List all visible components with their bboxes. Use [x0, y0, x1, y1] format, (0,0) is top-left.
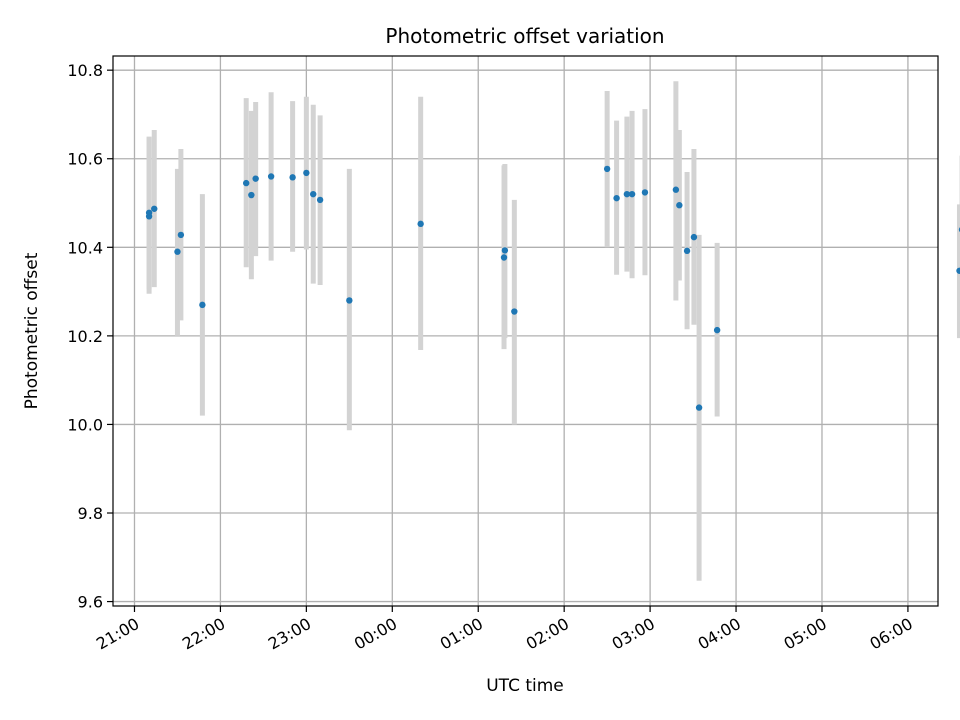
- data-point: [623, 190, 631, 198]
- data-point: [310, 190, 317, 198]
- data-point: [248, 191, 255, 199]
- data-point: [672, 186, 680, 193]
- y-tick-label: 9.6: [78, 593, 103, 612]
- grid-lines: [113, 56, 938, 606]
- plot-area-frame: [112, 55, 939, 607]
- data-point: [683, 247, 691, 255]
- chart-title: Photometric offset variation: [385, 24, 664, 48]
- data-point: [151, 205, 158, 212]
- data-point: [628, 190, 636, 198]
- data-point: [641, 189, 649, 196]
- data-point: [145, 209, 153, 216]
- data-point: [177, 231, 185, 239]
- data-point: [252, 175, 259, 182]
- y-tick-label: 10.6: [67, 150, 103, 169]
- y-tick-label: 10.4: [67, 238, 103, 257]
- data-point: [695, 404, 703, 411]
- data-point: [417, 220, 424, 228]
- data-point: [199, 301, 206, 309]
- data-point: [303, 169, 310, 177]
- y-axis-label: Photometric offset: [22, 252, 42, 409]
- data-point: [243, 179, 250, 187]
- data-point: [501, 247, 509, 254]
- x-axis-label: UTC time: [486, 676, 564, 696]
- data-point: [289, 174, 296, 181]
- data-point: [956, 267, 960, 274]
- data-point: [267, 173, 275, 180]
- data-point: [676, 202, 683, 209]
- y-tick-label: 10.2: [67, 327, 103, 346]
- data-point: [511, 308, 518, 315]
- data-point: [690, 233, 698, 241]
- data-point: [613, 194, 620, 202]
- y-tick-label: 10.0: [67, 415, 103, 434]
- y-axis-ticks: 9.6 9.8 10.0 10.2 10.4 10.6 10.8: [67, 61, 113, 612]
- data-point: [713, 326, 721, 334]
- data-point: [316, 196, 324, 204]
- data-points: [145, 165, 960, 411]
- data-point: [500, 254, 508, 261]
- data-point: [346, 297, 353, 304]
- data-point: [174, 248, 181, 255]
- y-tick-label: 10.8: [67, 61, 103, 80]
- data-point: [603, 165, 611, 173]
- y-tick-label: 9.8: [78, 504, 103, 523]
